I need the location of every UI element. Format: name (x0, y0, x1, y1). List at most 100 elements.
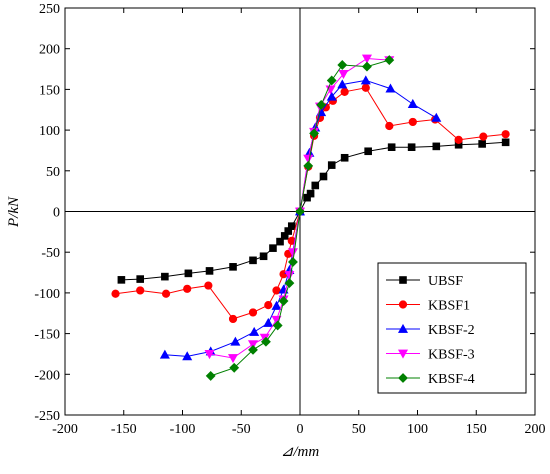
axis-ticks: -200 -150 -100 -50 0 50 100 150 200-250-200-150-… (34, 2, 545, 437)
data-point (259, 252, 268, 261)
data-point (204, 281, 213, 290)
data-point (249, 256, 257, 265)
data-point (159, 349, 170, 359)
data-point (408, 117, 417, 127)
data-point (306, 189, 315, 198)
x-tick-label: 0 (297, 422, 304, 437)
data-point (136, 275, 144, 283)
data-point (284, 271, 295, 281)
data-point (264, 301, 273, 310)
data-point (303, 160, 314, 171)
legend-marker (398, 373, 408, 383)
y-tick-label: -250 (34, 409, 60, 424)
legend-marker (398, 300, 408, 309)
data-point (228, 354, 239, 364)
data-point (205, 371, 216, 381)
legend-marker (397, 323, 409, 333)
data-point (161, 272, 169, 281)
data-point (228, 314, 238, 324)
data-point (271, 300, 282, 310)
data-point (385, 121, 394, 131)
legend-label: KBSF-3 (428, 348, 475, 363)
data-point (269, 244, 277, 252)
data-point (478, 140, 486, 148)
legend-item: UBSF (386, 274, 463, 289)
data-point (183, 284, 192, 293)
data-point (316, 99, 327, 110)
x-axis-title: ⊿/mm (281, 444, 320, 460)
data-point (384, 55, 395, 66)
data-point (432, 142, 441, 151)
y-tick-label: -50 (41, 246, 60, 261)
series-line (209, 57, 390, 359)
y-axis-title: P/kN (6, 196, 22, 228)
data-point (337, 79, 348, 89)
data-point (204, 350, 215, 360)
legend-marker (397, 349, 409, 359)
data-point (364, 147, 372, 156)
data-point (360, 75, 371, 85)
x-tick-label: 200 (525, 422, 546, 437)
data-point (182, 351, 193, 361)
data-point (161, 289, 171, 298)
data-point (303, 154, 314, 164)
data-point (229, 362, 240, 373)
data-point (111, 289, 120, 298)
series-kbsf-4 (205, 55, 395, 381)
data-point (247, 340, 259, 350)
legend-label: UBSF (428, 274, 463, 289)
y-tick-label: 50 (46, 165, 60, 180)
y-tick-label: -100 (34, 287, 60, 302)
x-tick-label: -100 (170, 422, 196, 437)
legend-item: KBSF-2 (386, 323, 475, 338)
data-point (136, 286, 145, 295)
legend-item: KBSF1 (386, 299, 470, 314)
data-point (387, 143, 396, 151)
data-point (261, 336, 271, 347)
data-point (272, 320, 283, 331)
legend-label: KBSF1 (428, 299, 470, 314)
data-point (326, 75, 337, 86)
data-point (229, 263, 237, 271)
data-point (362, 61, 372, 72)
x-tick-label: 150 (466, 422, 487, 437)
legend-item: KBSF-4 (386, 372, 475, 387)
data-point (337, 60, 348, 70)
data-point (454, 135, 463, 144)
data-point (501, 130, 510, 139)
data-point (361, 83, 370, 92)
y-tick-label: 250 (39, 2, 60, 17)
data-point (248, 308, 258, 317)
data-point (295, 206, 305, 217)
y-tick-label: 100 (39, 124, 60, 139)
x-tick-label: -150 (111, 422, 137, 437)
data-point (248, 344, 258, 355)
data-point (340, 87, 349, 96)
data-point (407, 98, 418, 108)
x-tick-label: -200 (52, 422, 78, 437)
legend-item: KBSF-3 (386, 348, 475, 363)
data-point (117, 276, 126, 284)
data-point (361, 54, 372, 64)
legend-marker (399, 276, 407, 284)
data-point (249, 326, 260, 336)
data-point (309, 128, 320, 139)
data-point (278, 296, 289, 306)
data-point (327, 161, 336, 169)
data-point (311, 181, 320, 190)
y-tick-label: -150 (34, 328, 60, 343)
series-line (210, 59, 390, 377)
data-point (385, 83, 396, 93)
data-point (284, 278, 295, 289)
y-tick-label: 0 (53, 206, 60, 221)
y-tick-label: -200 (34, 368, 60, 383)
data-point (276, 237, 284, 246)
x-tick-label: -50 (232, 422, 251, 437)
data-point (501, 138, 510, 147)
data-point (338, 70, 349, 80)
data-point (287, 248, 298, 258)
data-point (326, 91, 337, 101)
data-point (431, 112, 442, 122)
x-tick-label: 50 (352, 422, 366, 437)
